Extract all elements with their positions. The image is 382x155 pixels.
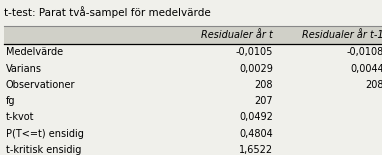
Text: 208: 208 xyxy=(255,80,273,90)
Text: Residualer år t: Residualer år t xyxy=(201,30,273,40)
Bar xyxy=(4,44,382,60)
Text: -0,0105: -0,0105 xyxy=(236,47,273,57)
Bar xyxy=(4,109,382,126)
Text: 0,4804: 0,4804 xyxy=(240,129,273,139)
Text: t-kritisk ensidig: t-kritisk ensidig xyxy=(6,145,81,155)
Text: 208: 208 xyxy=(366,80,382,90)
Text: Observationer: Observationer xyxy=(6,80,75,90)
Bar xyxy=(4,93,382,109)
Bar xyxy=(4,142,382,155)
Text: Residualer år t-1: Residualer år t-1 xyxy=(302,30,382,40)
Bar xyxy=(4,77,382,93)
Text: 1,6522: 1,6522 xyxy=(239,145,273,155)
Text: Varians: Varians xyxy=(6,64,42,74)
Text: 0,0029: 0,0029 xyxy=(239,64,273,74)
Text: P(T<=t) ensidig: P(T<=t) ensidig xyxy=(6,129,84,139)
Bar xyxy=(4,126,382,142)
Bar xyxy=(4,60,382,77)
Text: fg: fg xyxy=(6,96,15,106)
Text: t-kvot: t-kvot xyxy=(6,112,34,122)
Text: Medelvärde: Medelvärde xyxy=(6,47,63,57)
Text: 0,0492: 0,0492 xyxy=(239,112,273,122)
Text: -0,0108: -0,0108 xyxy=(346,47,382,57)
Text: 207: 207 xyxy=(254,96,273,106)
Text: t-test: Parat två-sampel för medelvärde: t-test: Parat två-sampel för medelvärde xyxy=(4,6,210,18)
Bar xyxy=(4,26,382,44)
Text: 0,0044: 0,0044 xyxy=(350,64,382,74)
